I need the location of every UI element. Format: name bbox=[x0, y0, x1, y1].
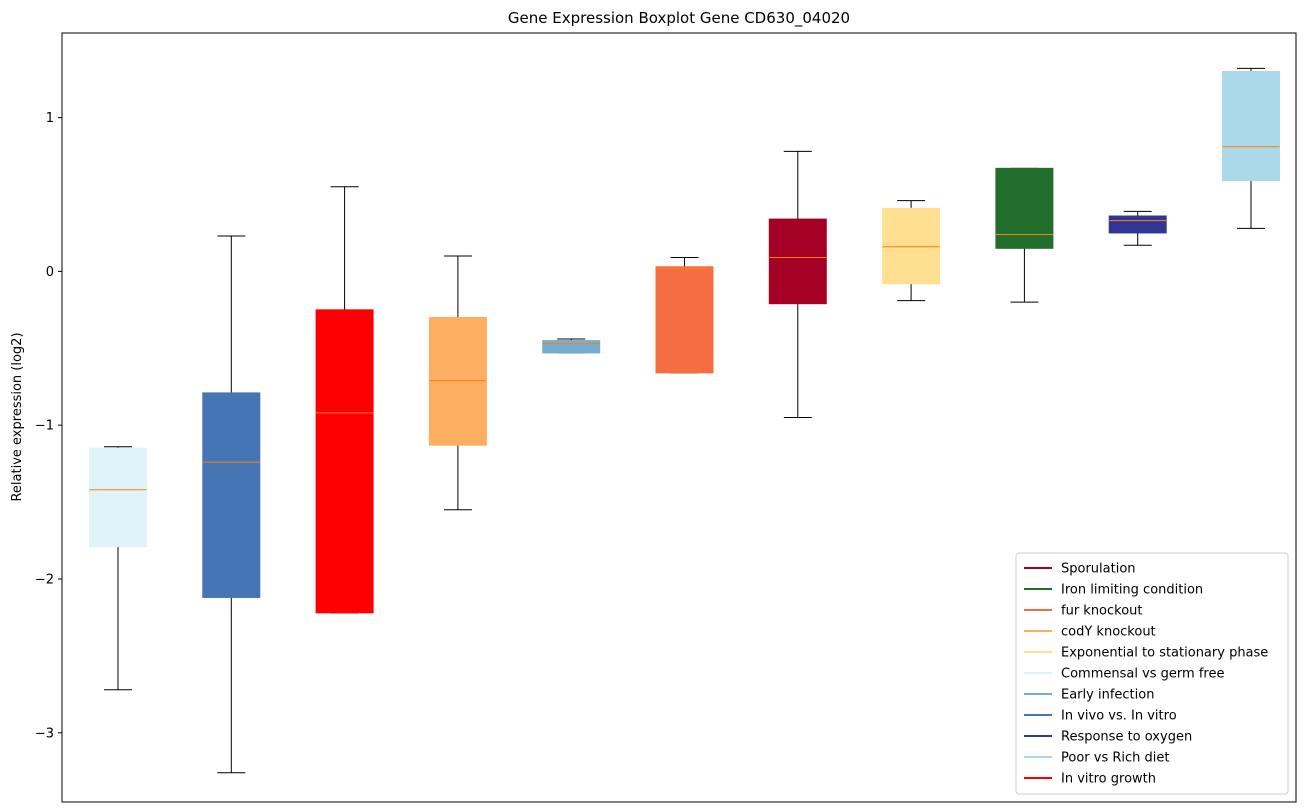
box-iqr bbox=[882, 207, 941, 285]
box-iqr bbox=[768, 218, 827, 305]
box-group bbox=[768, 150, 827, 418]
box-group bbox=[1222, 67, 1280, 229]
box-iqr bbox=[1108, 215, 1167, 234]
y-tick-label: −1 bbox=[35, 419, 54, 434]
legend-label: In vivo vs. In vitro bbox=[1061, 709, 1177, 724]
y-axis-label: Relative expression (log2) bbox=[10, 332, 25, 501]
legend-label: codY knockout bbox=[1061, 625, 1156, 640]
plot-area bbox=[89, 67, 1280, 774]
legend-frame bbox=[1015, 552, 1289, 795]
box-iqr bbox=[542, 340, 601, 354]
legend-label: fur knockout bbox=[1061, 604, 1143, 619]
box-group bbox=[315, 186, 374, 614]
legend-label: Sporulation bbox=[1061, 562, 1136, 577]
legend: Sporulation Iron limiting condition fur kn… bbox=[1015, 552, 1289, 795]
box-iqr bbox=[89, 447, 147, 548]
box-group bbox=[89, 446, 147, 691]
box-group bbox=[655, 257, 714, 374]
legend-label: Commensal vs germ free bbox=[1061, 667, 1224, 682]
legend-label: Exponential to stationary phase bbox=[1061, 646, 1268, 661]
box-group bbox=[202, 235, 261, 774]
y-tick-label: −2 bbox=[35, 572, 54, 587]
legend-label: In vitro growth bbox=[1061, 772, 1156, 787]
box-group bbox=[1108, 210, 1167, 246]
legend-label: Iron limiting condition bbox=[1061, 583, 1203, 598]
box-group bbox=[995, 167, 1054, 303]
chart-title: Gene Expression Boxplot Gene CD630_04020 bbox=[508, 9, 850, 28]
y-tick-label: −3 bbox=[35, 726, 54, 741]
legend-label: Response to oxygen bbox=[1061, 730, 1192, 745]
box-group bbox=[882, 200, 941, 302]
legend-label: Early infection bbox=[1061, 688, 1154, 703]
box-iqr bbox=[995, 167, 1054, 249]
legend-label: Poor vs Rich diet bbox=[1061, 751, 1169, 766]
box-iqr bbox=[1222, 70, 1280, 182]
box-group bbox=[542, 338, 601, 354]
box-group bbox=[428, 255, 487, 511]
plot-frame bbox=[61, 32, 1297, 803]
y-tick-label: 1 bbox=[46, 111, 54, 126]
y-tick-label: 0 bbox=[46, 265, 54, 280]
box-iqr bbox=[428, 317, 487, 446]
box-iqr bbox=[202, 392, 261, 598]
box-iqr bbox=[315, 309, 374, 614]
y-axis-ticks: −3 −2 −1 0 1 bbox=[35, 111, 62, 741]
box-iqr bbox=[655, 266, 714, 374]
